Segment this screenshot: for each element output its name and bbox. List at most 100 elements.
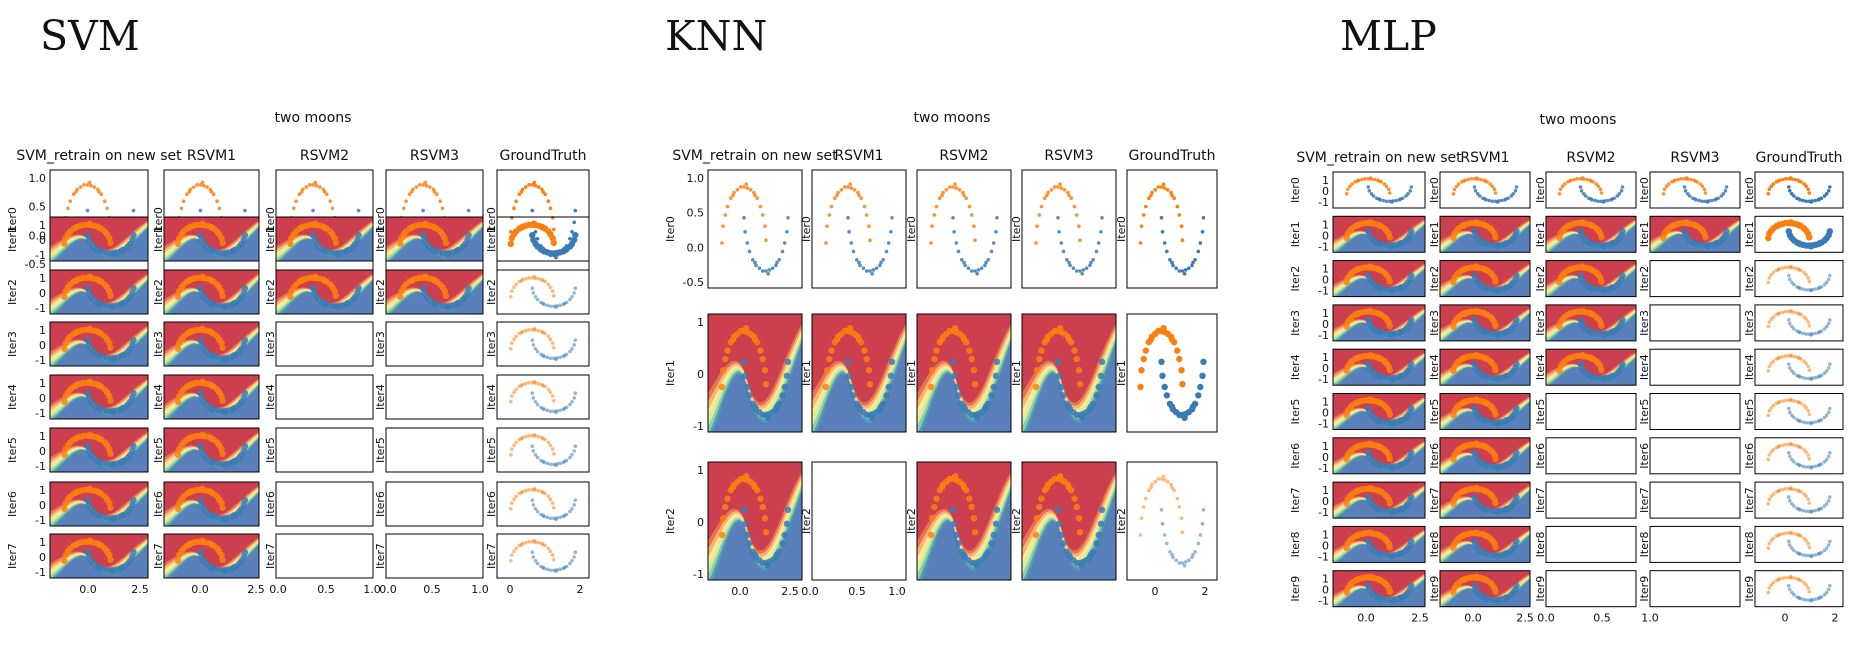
scatter-point: [1375, 505, 1383, 513]
scatter-point: [107, 239, 114, 246]
scatter-point: [1817, 330, 1822, 334]
scatter-point: [774, 263, 778, 268]
scatter-point: [760, 269, 765, 273]
scatter-point: [765, 562, 772, 569]
scatter-point: [219, 504, 226, 511]
axes-frame: [1021, 169, 1117, 289]
scatter-point: [738, 185, 743, 189]
scatter-point: [1787, 318, 1791, 322]
scatter-point: [535, 455, 540, 460]
subplot: Iter6: [374, 481, 484, 527]
scatter-point: [960, 258, 964, 262]
scatter-point: [106, 551, 113, 559]
y-tick-label: -1: [1318, 506, 1329, 519]
scatter-point: [1804, 598, 1808, 602]
scatter-point: [1502, 240, 1510, 247]
scatter-point: [1804, 317, 1808, 321]
scatter-point: [1790, 324, 1794, 329]
scatter-point: [963, 263, 967, 268]
scatter-point: [1793, 487, 1797, 492]
y-tick-label: 0.5: [29, 201, 47, 214]
scatter-point: [1792, 371, 1796, 376]
scatter-point: [1676, 177, 1680, 182]
scatter-point: [1162, 478, 1167, 482]
scatter-point: [1797, 418, 1801, 423]
scatter-point: [1033, 367, 1041, 374]
x-tick-label: 0.0: [801, 585, 819, 598]
row-label: Iter0: [374, 207, 387, 233]
scatter-point: [1035, 224, 1039, 228]
scatter-point: [784, 506, 792, 513]
scatter-point: [546, 334, 551, 339]
scatter-point: [541, 383, 545, 388]
row-label: Iter4: [6, 384, 19, 410]
scatter-point: [230, 458, 237, 465]
scatter-point: [130, 232, 137, 239]
scatter-point: [530, 286, 535, 291]
scatter-point: [1065, 258, 1069, 262]
scatter-point: [535, 509, 540, 514]
scatter-point: [109, 462, 117, 469]
scatter-point: [1606, 198, 1610, 203]
scatter-point: [1817, 463, 1822, 467]
scatter-point: [1183, 268, 1188, 272]
scatter-point: [536, 185, 541, 189]
x-tick-label: 0.0: [1357, 612, 1375, 625]
scatter-point: [533, 347, 538, 351]
axes-frame: [1545, 171, 1637, 209]
scatter-point: [1139, 516, 1144, 520]
scatter-point: [848, 182, 852, 186]
scatter-point: [230, 564, 237, 571]
axes-frame: [1754, 215, 1844, 253]
scatter-point: [748, 188, 753, 192]
scatter-point: [1481, 310, 1489, 318]
scatter-point: [729, 196, 733, 200]
scatter-point: [1813, 420, 1818, 424]
scatter-point: [1056, 185, 1060, 189]
scatter-point: [1074, 269, 1079, 273]
scatter-point: [1492, 499, 1499, 507]
scatter-point: [527, 488, 531, 492]
scatter-point: [1171, 263, 1175, 268]
scatter-point: [1460, 443, 1468, 450]
scatter-point: [573, 208, 578, 213]
scatter-point: [1804, 553, 1808, 558]
scatter-point: [186, 435, 193, 442]
scatter-point: [84, 549, 91, 556]
axes-frame: [1545, 570, 1637, 608]
scatter-point: [744, 383, 751, 391]
axes-frame: [707, 313, 803, 433]
scatter-point: [546, 387, 551, 392]
scatter-point: [1822, 504, 1827, 508]
column-title: RSVM2: [939, 148, 988, 164]
scatter-point: [952, 230, 956, 234]
row-label: Iter2: [1534, 266, 1547, 292]
scatter-point: [825, 224, 829, 228]
scatter-point: [562, 565, 567, 570]
axes-frame: [1545, 525, 1637, 563]
scatter-point: [95, 224, 103, 231]
axes-frame: [1126, 461, 1218, 581]
scatter-point: [1345, 192, 1349, 196]
y-tick-label: 1: [1322, 174, 1329, 187]
scatter-point: [332, 292, 340, 299]
scatter-point: [1793, 532, 1797, 536]
scatter-point: [1078, 269, 1082, 273]
scatter-point: [241, 549, 249, 556]
scatter-point: [822, 383, 830, 391]
scatter-point: [1492, 367, 1499, 374]
scatter-point: [1408, 405, 1415, 412]
scatter-point: [1150, 482, 1154, 487]
scatter-point: [554, 517, 558, 521]
scatter-point: [1397, 461, 1404, 468]
scatter-point: [1495, 200, 1500, 204]
scatter-point: [573, 286, 578, 291]
subplot: Iter1: [1428, 215, 1531, 253]
scatter-point: [1409, 185, 1414, 189]
scatter-point: [61, 293, 68, 300]
scatter-point: [933, 347, 940, 354]
scatter-point: [431, 224, 438, 231]
scatter-point: [1806, 364, 1810, 369]
row-label: Iter1: [374, 226, 387, 252]
scatter-point: [61, 398, 68, 405]
